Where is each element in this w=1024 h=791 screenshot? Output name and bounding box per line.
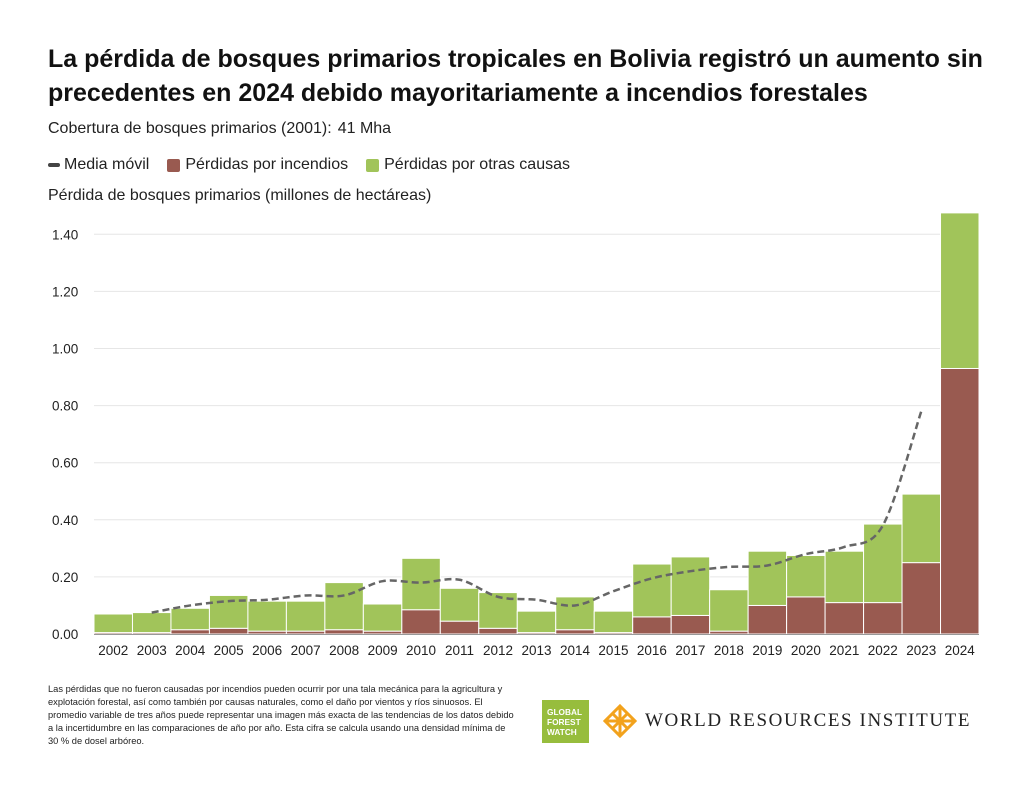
x-tick-label: 2023 bbox=[906, 643, 936, 658]
chart-legend: Media móvil Pérdidas por incendios Pérdi… bbox=[48, 156, 588, 174]
wri-wordmark: WORLD RESOURCES INSTITUTE bbox=[645, 710, 972, 731]
legend-item-moving-average: Media móvil bbox=[48, 156, 149, 174]
footnote: Las pérdidas que no fueron causadas por … bbox=[48, 684, 514, 746]
y-tick-label: 1.40 bbox=[52, 227, 78, 242]
bar-other-2010 bbox=[401, 557, 441, 611]
bar-fire-2008 bbox=[324, 629, 364, 635]
x-tick-label: 2006 bbox=[252, 643, 282, 658]
x-tick-label: 2004 bbox=[175, 643, 206, 658]
moving-average-line bbox=[151, 410, 923, 614]
y-tick-label: 0.80 bbox=[52, 399, 78, 414]
bar-other-2015 bbox=[593, 610, 634, 634]
x-tick-label: 2013 bbox=[521, 643, 551, 658]
bar-other-2023 bbox=[901, 493, 942, 564]
x-tick-label: 2005 bbox=[214, 643, 244, 658]
bar-other-2022 bbox=[863, 523, 903, 604]
y-axis-label: Pérdida de bosques primarios (millones d… bbox=[48, 187, 432, 204]
x-tick-label: 2020 bbox=[791, 643, 821, 658]
bar-fire-2005 bbox=[208, 627, 249, 635]
x-tick-label: 2019 bbox=[752, 643, 782, 658]
bar-fire-2019 bbox=[747, 604, 788, 635]
y-tick-label: 1.00 bbox=[52, 342, 78, 357]
bar-other-2013 bbox=[516, 610, 557, 634]
legend-label-fire: Pérdidas por incendios bbox=[185, 156, 349, 173]
x-tick-label: 2002 bbox=[98, 643, 128, 658]
coverage-label: Cobertura de bosques primarios (2001): bbox=[48, 120, 332, 137]
moving-average-swatch bbox=[48, 163, 60, 167]
coverage-value: 41 Mha bbox=[337, 120, 392, 137]
bar-fire-2016 bbox=[632, 616, 672, 635]
x-tick-label: 2015 bbox=[598, 643, 628, 658]
x-tick-label: 2021 bbox=[829, 643, 859, 658]
gfw-logo-line-3: WATCH bbox=[547, 726, 577, 737]
bar-fire-2004 bbox=[170, 629, 210, 635]
bar-fire-2010 bbox=[401, 609, 441, 635]
bar-fire-2022 bbox=[863, 602, 903, 635]
legend-item-fire: Pérdidas por incendios bbox=[167, 156, 348, 174]
y-tick-label: 0.60 bbox=[52, 456, 78, 471]
bar-other-2024 bbox=[940, 212, 980, 369]
bar-fire-2021 bbox=[824, 602, 865, 635]
x-tick-label: 2009 bbox=[368, 643, 398, 658]
legend-item-other: Pérdidas por otras causas bbox=[366, 156, 570, 174]
y-tick-label: 0.40 bbox=[52, 513, 78, 528]
bar-other-2002 bbox=[93, 613, 133, 634]
global-forest-watch-logo: GLOBAL FOREST WATCH bbox=[542, 700, 589, 743]
x-tick-label: 2014 bbox=[560, 643, 591, 658]
bar-other-2016 bbox=[632, 563, 672, 618]
x-tick-label: 2008 bbox=[329, 643, 359, 658]
other-swatch bbox=[366, 158, 380, 172]
x-tick-label: 2016 bbox=[637, 643, 667, 658]
bar-other-2007 bbox=[285, 600, 326, 632]
x-tick-label: 2003 bbox=[137, 643, 167, 658]
bar-fire-2017 bbox=[670, 614, 711, 635]
coverage-info: Cobertura de bosques primarios (2001): 41… bbox=[48, 120, 391, 138]
bar-fire-2011 bbox=[439, 620, 480, 635]
x-tick-label: 2010 bbox=[406, 643, 436, 658]
bar-fire-2023 bbox=[901, 562, 942, 635]
bar-fire-2020 bbox=[786, 596, 826, 635]
stacked-bar-chart: 0.00 0.20 0.40 0.60 0.80 1.00 1.20 1.40 2002 2003… bbox=[52, 212, 980, 658]
bar-other-2011 bbox=[439, 587, 480, 622]
bar-other-2018 bbox=[709, 589, 749, 632]
gfw-logo-line-2: FOREST bbox=[547, 716, 581, 727]
bar-fire-2014 bbox=[555, 629, 595, 635]
bar-other-2006 bbox=[247, 600, 287, 632]
bar-other-2004 bbox=[170, 607, 210, 631]
x-tick-label: 2017 bbox=[675, 643, 705, 658]
gfw-logo-line-1: GLOBAL bbox=[547, 706, 583, 717]
y-tick-label: 0.00 bbox=[52, 627, 78, 642]
bar-other-2019 bbox=[747, 550, 788, 606]
bar-fire-2024 bbox=[940, 367, 980, 635]
bar-fire-2012 bbox=[478, 627, 518, 635]
x-tick-label: 2011 bbox=[445, 643, 474, 658]
x-tick-label: 2018 bbox=[714, 643, 744, 658]
bar-other-2012 bbox=[478, 592, 518, 629]
x-tick-label: 2007 bbox=[291, 643, 321, 658]
y-tick-label: 1.20 bbox=[52, 284, 78, 299]
legend-label-moving-average: Media móvil bbox=[64, 156, 150, 173]
bar-other-2020 bbox=[786, 554, 826, 598]
x-tick-label: 2012 bbox=[483, 643, 513, 658]
bar-other-2003 bbox=[131, 612, 172, 634]
wri-emblem-icon bbox=[603, 704, 637, 738]
x-tick-label: 2022 bbox=[868, 643, 898, 658]
bar-other-2008 bbox=[324, 582, 364, 631]
chart-title: La pérdida de bosques primarios tropical… bbox=[48, 45, 983, 107]
bar-other-2021 bbox=[824, 550, 865, 604]
legend-label-other: Pérdidas por otras causas bbox=[384, 156, 570, 173]
y-tick-label: 0.20 bbox=[52, 570, 78, 585]
fire-swatch bbox=[167, 158, 181, 172]
bar-other-2017 bbox=[670, 556, 711, 616]
bar-other-2009 bbox=[362, 603, 403, 632]
x-tick-label: 2024 bbox=[945, 643, 976, 658]
